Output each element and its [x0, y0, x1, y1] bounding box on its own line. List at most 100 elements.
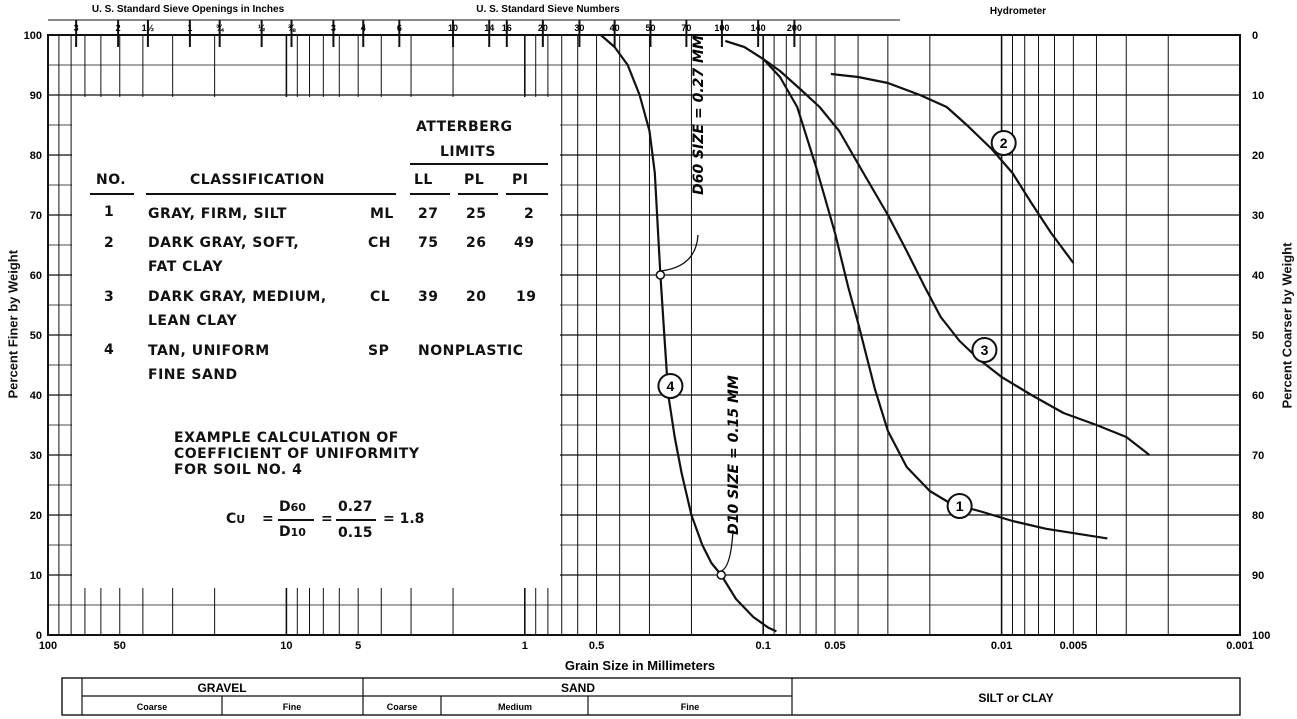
soil-classification-bar: GRAVEL SAND SILT or CLAY Coarse Fine Coarse Me…	[61, 677, 1241, 716]
x-tick-label: 1	[522, 640, 528, 652]
x-tick-label: 0.001	[1226, 640, 1254, 652]
sieve-label: 14	[484, 23, 494, 33]
curve-label-circle	[657, 373, 684, 399]
curve-label-circle	[946, 493, 973, 519]
table-row-4-no: 4	[104, 342, 115, 358]
y-right-tick-label: 20	[1252, 150, 1264, 162]
table-rule	[410, 163, 548, 165]
table-row-3-class-cont: LEAN CLAY	[148, 313, 238, 329]
curve-label-3: 3	[981, 342, 989, 358]
annotation-label: D60 SIZE = 0.27 MM	[691, 35, 707, 195]
table-row-2-pi: 49	[514, 235, 535, 251]
x-tick-label: 0.05	[824, 640, 845, 652]
x-tick-label: 10	[280, 640, 292, 652]
annotation-leader	[660, 234, 699, 272]
y-tick-label: 70	[30, 210, 42, 222]
x-tick-label: 50	[114, 640, 126, 652]
calc-denominator-value: 0.15	[338, 525, 373, 541]
x-tick-label: 5	[355, 640, 361, 652]
sieve-label: 6	[397, 23, 402, 33]
y-tick-label: 80	[30, 150, 42, 162]
table-row-1-symbol: ML	[370, 206, 394, 222]
y-right-tick-label: 70	[1252, 450, 1264, 462]
table-row-1-no: 1	[104, 204, 115, 220]
sieve-label: 50	[645, 23, 655, 33]
x-tick-label: 100	[39, 640, 57, 652]
x-tick-label: 0.5	[589, 640, 604, 652]
chart-curves: 1 2 3 4	[600, 34, 1151, 633]
x-tick-label: 0.01	[991, 640, 1012, 652]
y-right-tick-label: 50	[1252, 330, 1264, 342]
table-header-atterberg: ATTERBERG	[416, 119, 513, 135]
sieve-label: ⅜	[288, 23, 296, 33]
table-rule	[90, 193, 134, 195]
x-tick-label: 0.005	[1060, 640, 1088, 652]
top-label-inches: U. S. Standard Sieve Openings in Inches	[92, 4, 285, 15]
table-col-pl: PL	[464, 172, 485, 188]
table-row-3-pl: 20	[466, 289, 487, 305]
classification-sublabel: Medium	[498, 702, 532, 712]
table-row-4-class: TAN, UNIFORM	[148, 343, 270, 359]
calc-title-line2: COEFFICIENT OF UNIFORMITY	[174, 446, 420, 462]
table-row-2-class: DARK GRAY, SOFT,	[148, 235, 300, 251]
annotation-leader	[720, 529, 734, 572]
table-row-2-symbol: CH	[368, 235, 391, 251]
table-row-3-symbol: CL	[370, 289, 391, 305]
sieve-label: 4	[361, 23, 366, 33]
table-row-4-limits: NONPLASTIC	[418, 343, 524, 359]
table-col-no: NO.	[96, 172, 127, 188]
table-rule	[458, 193, 498, 195]
curve-label-circle	[971, 337, 998, 363]
table-col-classification: CLASSIFICATION	[190, 172, 325, 188]
curve-label-2: 2	[1000, 135, 1008, 151]
y-right-tick-label: 90	[1252, 570, 1264, 582]
calc-title-line3: FOR SOIL NO. 4	[174, 462, 303, 478]
calc-fraction-bar	[278, 519, 314, 521]
calc-cu: CU	[226, 511, 246, 527]
table-row-2-ll: 75	[418, 235, 439, 251]
y-right-tick-label: 0	[1252, 30, 1258, 42]
table-rule	[410, 193, 450, 195]
table-col-pi: PI	[512, 172, 529, 188]
annotation-point	[655, 270, 666, 280]
annotation-label: D10 SIZE = 0.15 MM	[726, 375, 742, 535]
sieve-label: 20	[538, 23, 548, 33]
curve-label-1: 1	[956, 498, 964, 514]
table-row-3-ll: 39	[418, 289, 439, 305]
curve-label-4: 4	[667, 378, 675, 394]
calc-numerator-d60: D60	[279, 499, 306, 515]
y-tick-label: 50	[30, 330, 42, 342]
series-line-1	[725, 39, 1108, 540]
calc-result: = 1.8	[383, 511, 425, 527]
sieve-label: ¾	[216, 23, 225, 33]
table-row-1-pi: 2	[524, 206, 535, 222]
series-line-3	[725, 39, 1151, 456]
table-row-2-no: 2	[104, 235, 115, 251]
x-axis-label: Grain Size in Millimeters	[565, 658, 715, 673]
classification-sublabel: Coarse	[387, 702, 418, 712]
sieve-label: 100	[714, 23, 729, 33]
table-header-limits: LIMITS	[440, 144, 496, 160]
table-rule	[506, 193, 548, 195]
calc-numerator-value: 0.27	[338, 499, 373, 515]
table-row-4-class-cont: FINE SAND	[148, 367, 238, 383]
table-row-3-pi: 19	[516, 289, 537, 305]
sieve-label: 10	[448, 23, 458, 33]
table-row-2-class-cont: FAT CLAY	[148, 259, 223, 275]
top-label-numbers: U. S. Standard Sieve Numbers	[476, 4, 620, 15]
y-tick-label: 100	[24, 30, 42, 42]
sieve-label: 200	[787, 23, 802, 33]
calc-title-line1: EXAMPLE CALCULATION OF	[174, 430, 399, 446]
table-row-3-no: 3	[104, 289, 115, 305]
y-tick-label: 30	[30, 450, 42, 462]
x-tick-label: 0.1	[756, 640, 771, 652]
sieve-label: 70	[681, 23, 691, 33]
sieve-label: 16	[502, 23, 512, 33]
y-axis-right-label: Percent Coarser by Weight	[1279, 242, 1295, 409]
chart-annotations: D60 SIZE = 0.27 MM D10 SIZE = 0.15 MM	[655, 35, 742, 580]
table-row-1-pl: 25	[466, 206, 487, 222]
curve-label-circle	[990, 130, 1017, 156]
y-tick-label: 90	[30, 90, 42, 102]
sieve-label: 30	[574, 23, 584, 33]
annotation-point	[716, 570, 726, 580]
